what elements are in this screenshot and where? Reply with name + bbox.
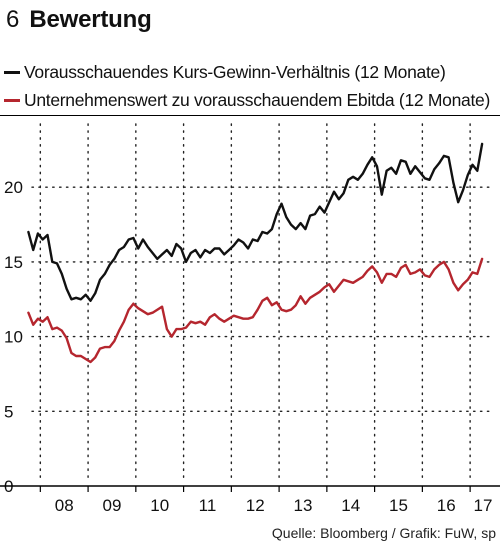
legend-swatch-kgv: [4, 70, 20, 74]
x-tick-label-10: 10: [150, 496, 169, 515]
y-tick-label-10: 10: [4, 328, 23, 347]
x-tick-label-13: 13: [294, 496, 313, 515]
x-tick-label-11: 11: [199, 496, 217, 515]
y-tick-label-20: 20: [4, 178, 23, 197]
x-tick-label-16: 16: [437, 496, 456, 515]
source-note: Quelle: Bloomberg / Grafik: FuW, sp: [271, 525, 496, 541]
legend: Vorausschauendes Kurs-Gewinn-Verhältnis …: [4, 58, 490, 114]
x-tick-label-12: 12: [246, 496, 265, 515]
y-tick-label-5: 5: [4, 402, 13, 421]
legend-label-kgv: Vorausschauendes Kurs-Gewinn-Verhältnis …: [24, 61, 446, 82]
y-tick-label-15: 15: [4, 253, 23, 272]
x-tick-label-08: 08: [55, 496, 74, 515]
chart-title: Bewertung: [29, 6, 152, 33]
legend-item-ebitda: Unternehmenswert zu vorausschauendem Ebi…: [4, 86, 490, 114]
line-chart: 0510152008091011121314151617: [0, 123, 500, 515]
legend-item-kgv: Vorausschauendes Kurs-Gewinn-Verhältnis …: [4, 58, 490, 86]
top-rule: [0, 115, 500, 116]
chart-number: 6: [6, 6, 20, 33]
title-row: 6 Bewertung: [6, 6, 152, 36]
legend-swatch-ebitda: [4, 98, 20, 102]
legend-label-ebitda: Unternehmenswert zu vorausschauendem Ebi…: [24, 89, 490, 110]
x-tick-label-14: 14: [341, 496, 360, 515]
series-line-ebitda: [27, 257, 484, 364]
x-tick-label-09: 09: [102, 496, 121, 515]
series-line-kgv: [27, 142, 484, 303]
x-tick-label-17: 17: [474, 496, 493, 515]
x-tick-label-15: 15: [389, 496, 408, 515]
